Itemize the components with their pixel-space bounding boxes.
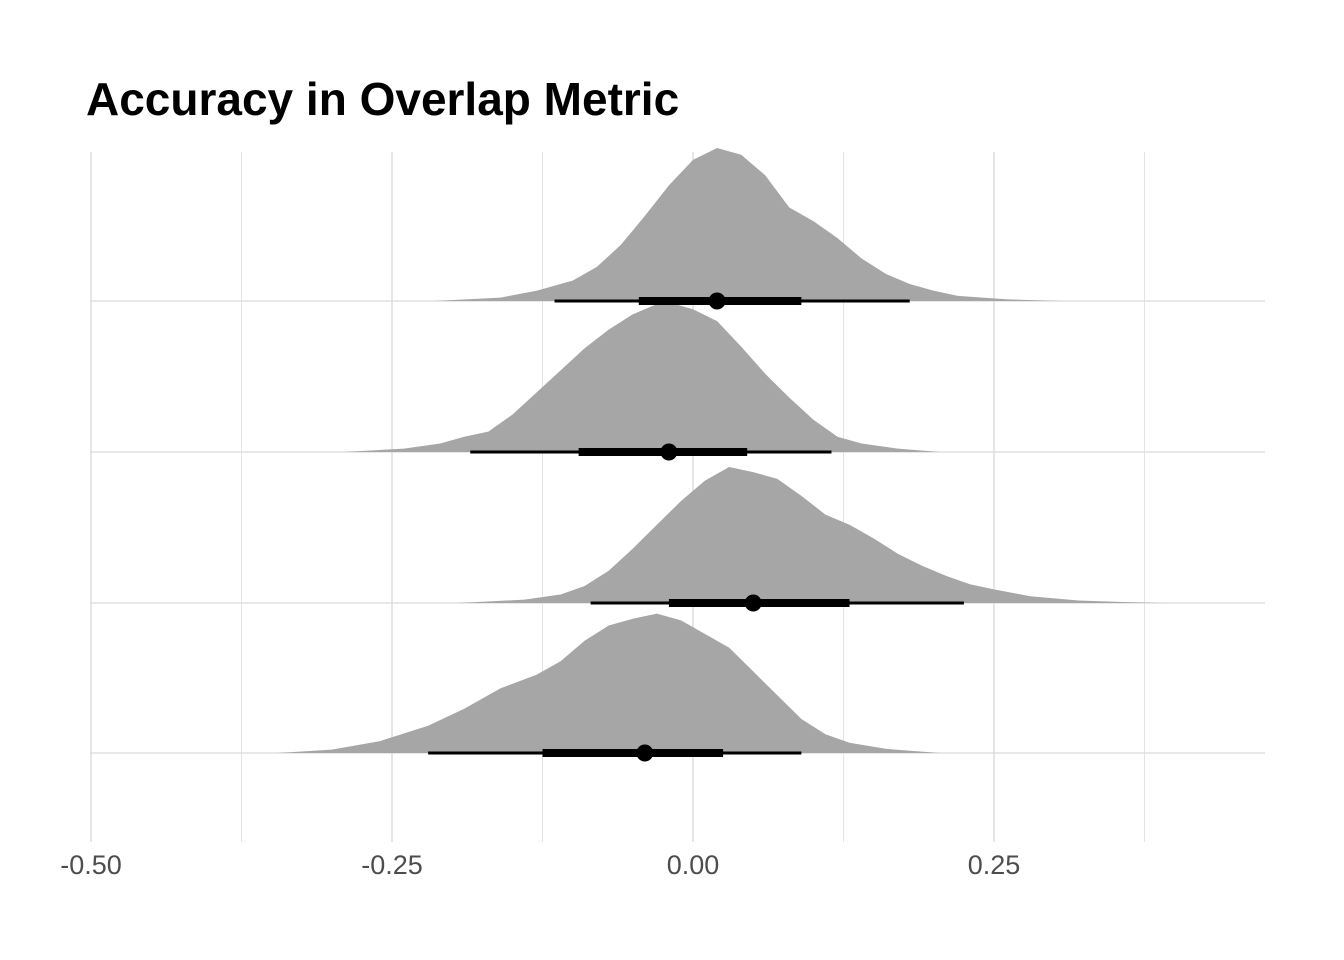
x-tick-label-1: -0.25 [361,850,423,880]
chart-title: Accuracy in Overlap Metric [86,73,680,125]
density-2 [343,302,940,452]
density-1 [434,148,1061,301]
point-estimate-4 [636,744,654,762]
point-estimate-2 [660,443,678,461]
point-estimate-3 [744,594,762,612]
density-layer [277,148,1163,753]
x-tick-label-3: 0.25 [968,850,1021,880]
interval-layer [428,292,964,762]
density-3 [458,467,1163,603]
point-estimate-1 [708,292,726,310]
x-tick-label-0: -0.50 [60,850,122,880]
x-axis-ticks: -0.50 -0.25 0.00 0.25 [60,850,1020,880]
x-tick-label-2: 0.00 [667,850,720,880]
density-4 [277,613,940,753]
